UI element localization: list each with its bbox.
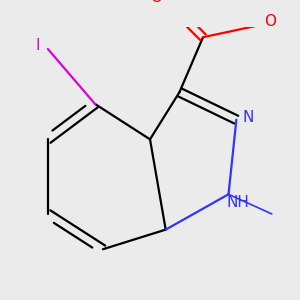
Text: I: I	[36, 38, 40, 52]
Text: O: O	[150, 0, 162, 5]
Text: NH: NH	[227, 195, 250, 210]
Text: N: N	[242, 110, 254, 125]
Text: O: O	[264, 14, 276, 29]
